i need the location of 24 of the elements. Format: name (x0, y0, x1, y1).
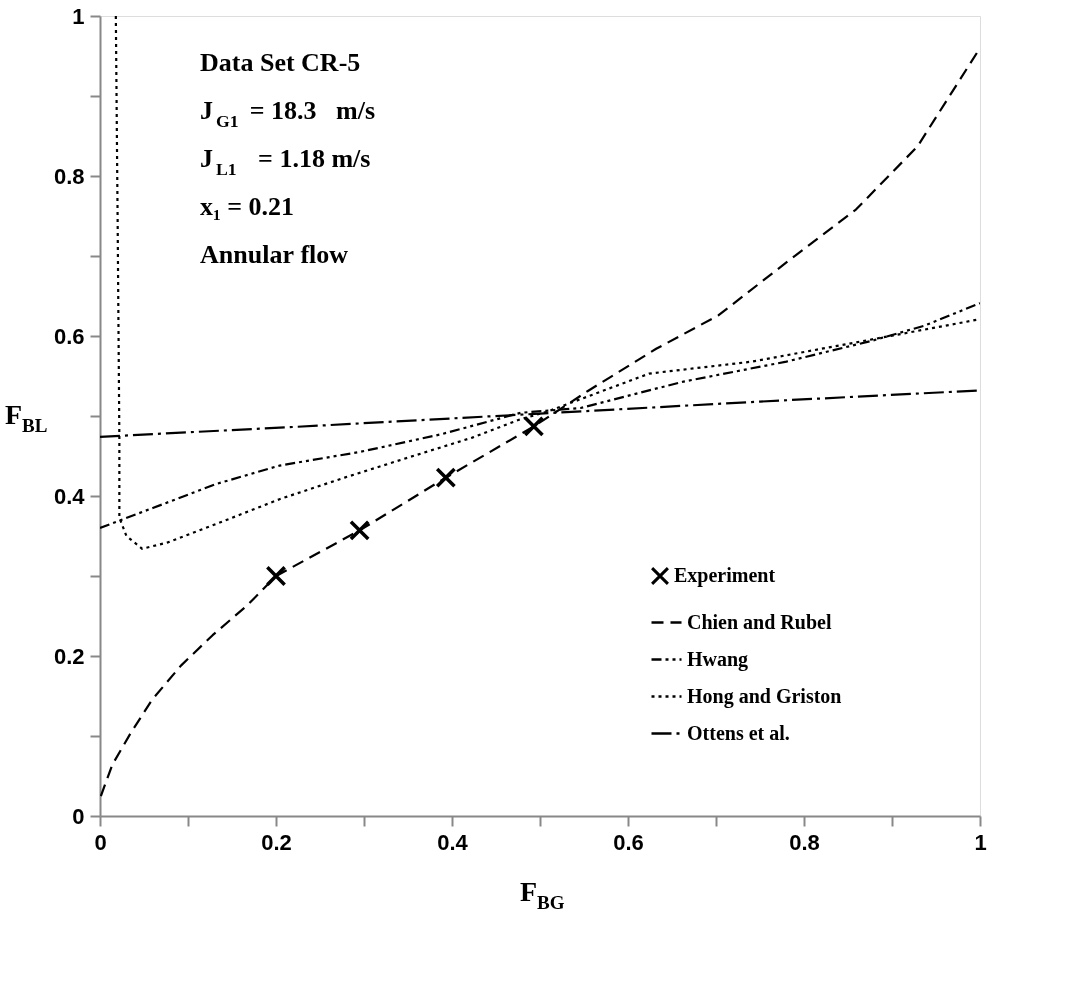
point (349, 519, 371, 541)
x-tick-label: 0.6 (613, 829, 644, 855)
point (435, 467, 457, 489)
x-tick-label: 1 (974, 829, 987, 855)
y-tick-label: 1 (72, 3, 85, 29)
point (523, 415, 545, 437)
x-tick-label: 0.4 (437, 829, 469, 855)
annotation: x₁ = 0.21 (200, 192, 295, 221)
legend-label: Experiment (674, 564, 776, 587)
y-tick-label: 0.4 (53, 483, 86, 509)
legend-label: Ottens et al. (687, 721, 790, 744)
legend-label: Hong and Griston (687, 684, 842, 708)
y-tick-label: 0.2 (53, 643, 85, 669)
legend-label: Hwang (687, 647, 749, 671)
x-tick-label: 0.2 (261, 829, 292, 855)
y-tick-label: 0 (72, 803, 85, 829)
annotation: Data Set CR-5 (200, 48, 361, 77)
legend-label: Chien and Rubel (687, 610, 832, 633)
annotation: Annular flow (200, 240, 349, 269)
y-tick-label: 0.6 (53, 323, 85, 349)
x-tick-label: 0.8 (789, 829, 820, 855)
y-tick-label: 0.8 (53, 163, 85, 189)
point (265, 565, 287, 587)
x-tick-label: 0 (94, 829, 107, 855)
